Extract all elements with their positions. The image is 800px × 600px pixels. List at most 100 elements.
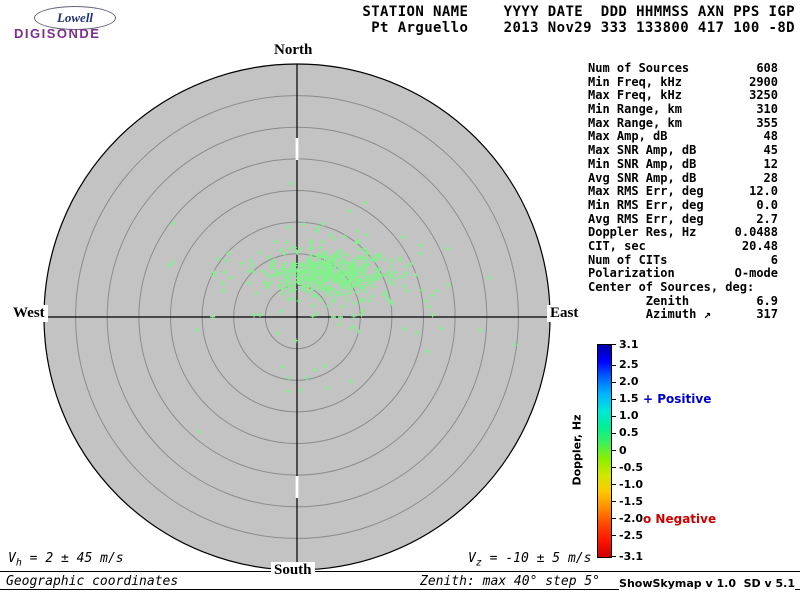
stat-value: 12 bbox=[763, 156, 778, 171]
stat-value: 28 bbox=[763, 170, 778, 185]
colorbar-tick-label: 2.0 bbox=[619, 375, 639, 389]
lowell-digisonde-logo: Lowell DIGISONDE bbox=[6, 4, 136, 41]
bottom-edge-line bbox=[0, 589, 800, 590]
stat-label: Min Freq, kHz bbox=[588, 74, 682, 89]
stat-value: 20.48 bbox=[741, 238, 778, 253]
stat-label: Max RMS Err, deg bbox=[588, 184, 704, 199]
colorbar-tick-label: 2.5 bbox=[619, 358, 639, 372]
colorbar-tick bbox=[612, 501, 616, 503]
colorbar-tick-label: 3.1 bbox=[619, 337, 639, 351]
colorbar-tick-label: 0 bbox=[619, 443, 627, 457]
colorbar-tick bbox=[612, 432, 616, 434]
vertical-velocity-readout: Vz = -10 ± 5 m/s bbox=[468, 551, 591, 569]
stat-value: 317 bbox=[756, 307, 778, 322]
compass-west-label: West bbox=[10, 305, 48, 322]
colorbar-tick bbox=[612, 535, 616, 537]
colorbar-tick-label: 0.5 bbox=[619, 426, 639, 440]
software-version: ShowSkymap v 1.0 SD v 5.1 bbox=[619, 577, 795, 590]
colorbar-tick-label: 1.0 bbox=[619, 409, 639, 423]
zenith-scale-note: Zenith: max 40° step 5° bbox=[420, 574, 601, 589]
stat-row: Max Range, km 355 bbox=[588, 115, 778, 131]
doppler-axis-title: Doppler, Hz bbox=[570, 414, 584, 486]
stat-label: Azimuth ↗ bbox=[588, 307, 711, 322]
colorbar-tick-label: -0.5 bbox=[619, 460, 644, 474]
stat-label: Max SNR Amp, dB bbox=[588, 143, 697, 158]
axis-white-tick-top bbox=[295, 138, 299, 160]
stat-label: Zenith bbox=[588, 293, 690, 308]
header-values-line: Pt Arguello 2013 Nov29 333 133800 417 10… bbox=[362, 20, 795, 36]
stat-row: Polarization O-mode bbox=[588, 267, 778, 281]
stat-label: Polarization bbox=[588, 266, 675, 281]
colorbar-tick-label: -2.5 bbox=[619, 528, 644, 542]
compass-north-label: North bbox=[271, 42, 316, 59]
stat-label: Doppler Res, Hz bbox=[588, 225, 697, 240]
stat-row: Max Amp, dB 48 bbox=[588, 130, 778, 144]
colorbar-tick bbox=[612, 518, 616, 520]
stat-label: Avg RMS Err, deg bbox=[588, 211, 704, 226]
header-columns-line: STATION NAME YYYY DATE DDD HHMMSS AXN PP… bbox=[362, 4, 795, 20]
stat-row: Min RMS Err, deg 0.0 bbox=[588, 197, 778, 213]
legend-negative: o Negative bbox=[643, 512, 717, 526]
colorbar-tick-label: 1.5 bbox=[619, 392, 639, 406]
stat-row: Min Freq, kHz 2900 bbox=[588, 74, 778, 90]
vh-subscript: h bbox=[15, 557, 22, 569]
stat-row: Num of Sources 608 bbox=[588, 61, 778, 76]
axis-white-tick-bottom bbox=[295, 476, 299, 498]
stat-label: Max Amp, dB bbox=[588, 129, 668, 144]
stat-row: CIT, sec 20.48 bbox=[588, 238, 778, 254]
doppler-colorbar-gradient bbox=[597, 344, 612, 558]
stat-label: Num of CITs bbox=[588, 252, 668, 267]
stat-row: Max SNR Amp, dB 45 bbox=[588, 143, 778, 158]
stat-row: Azimuth ↗ 317 bbox=[588, 308, 778, 322]
stat-value: 6 bbox=[770, 252, 778, 267]
stat-row: Min SNR Amp, dB 12 bbox=[588, 156, 778, 172]
vz-symbol: V bbox=[468, 551, 476, 566]
stat-value: 6.9 bbox=[756, 293, 778, 308]
stat-value: 3250 bbox=[749, 88, 778, 103]
colorbar-tick bbox=[612, 450, 616, 451]
stat-value: 2.7 bbox=[756, 211, 778, 226]
stat-value: 12.0 bbox=[749, 184, 778, 199]
stat-row: Zenith 6.9 bbox=[588, 293, 778, 309]
colorbar-tick bbox=[612, 344, 616, 345]
station-header: STATION NAME YYYY DATE DDD HHMMSS AXN PP… bbox=[362, 4, 795, 36]
stat-row: Avg SNR Amp, dB 28 bbox=[588, 170, 778, 186]
stat-value: O-mode bbox=[734, 266, 778, 281]
stat-row: Max Freq, kHz 3250 bbox=[588, 89, 778, 103]
stat-row: Avg RMS Err, deg 2.7 bbox=[588, 211, 778, 227]
stat-row: Num of CITs 6 bbox=[588, 252, 778, 268]
stat-value: 45 bbox=[763, 143, 778, 158]
skymap-plot bbox=[43, 63, 551, 571]
logo-oval: Lowell bbox=[34, 6, 116, 30]
legend-positive: + Positive bbox=[643, 392, 712, 406]
stat-label: Center of Sources, deg: bbox=[588, 280, 755, 294]
stat-value: 0.0 bbox=[756, 197, 778, 212]
stat-value: 608 bbox=[756, 61, 778, 75]
stat-label: Max Range, km bbox=[588, 115, 682, 130]
stat-row: Doppler Res, Hz 0.0488 bbox=[588, 226, 778, 240]
colorbar-tick bbox=[612, 364, 616, 366]
stat-label: Max Freq, kHz bbox=[588, 88, 682, 103]
coordinates-note: Geographic coordinates bbox=[6, 574, 179, 589]
stat-label: Num of Sources bbox=[588, 61, 690, 75]
compass-south-label: South bbox=[271, 562, 315, 579]
vz-value: = -10 ± 5 m/s bbox=[481, 551, 592, 566]
colorbar-tick bbox=[612, 415, 616, 417]
vh-value: = 2 ± 45 m/s bbox=[21, 551, 124, 566]
stat-value: 2900 bbox=[749, 74, 778, 89]
stat-row: Min Range, km 310 bbox=[588, 102, 778, 117]
colorbar-tick bbox=[612, 484, 616, 486]
scatter-points bbox=[166, 180, 517, 435]
stat-label: Min SNR Amp, dB bbox=[588, 156, 697, 171]
colorbar-tick bbox=[612, 467, 616, 469]
logo-product: DIGISONDE bbox=[14, 26, 101, 41]
stat-value: 355 bbox=[756, 115, 778, 130]
stat-label: Min RMS Err, deg bbox=[588, 197, 704, 212]
vz-subscript: z bbox=[475, 557, 482, 569]
vh-symbol: V bbox=[8, 551, 16, 566]
stat-label: CIT, sec bbox=[588, 238, 646, 253]
colorbar-tick bbox=[612, 381, 616, 383]
colorbar-tick bbox=[612, 398, 616, 400]
colorbar-tick-label: -3.1 bbox=[619, 549, 644, 563]
